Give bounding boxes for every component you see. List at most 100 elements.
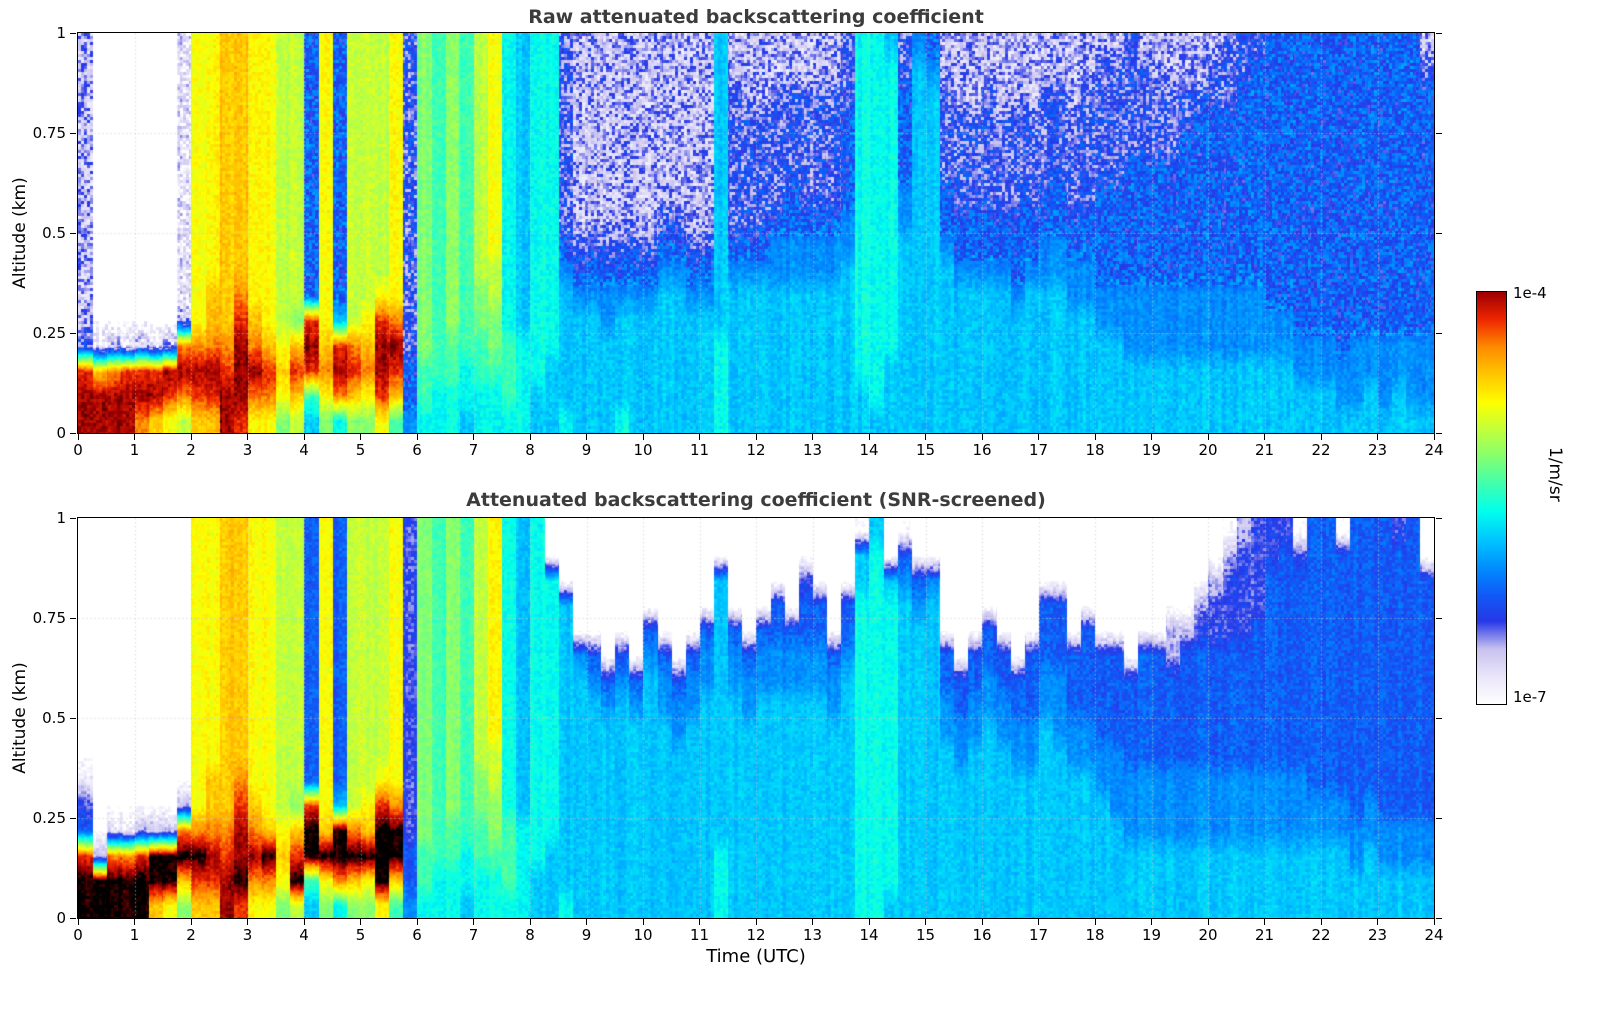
x-tick-label: 11: [689, 441, 710, 459]
x-tick-mark: [699, 919, 700, 925]
x-tick-mark: [812, 919, 813, 925]
x-tick-label: 12: [746, 441, 766, 459]
x-tick-label: 15: [915, 441, 936, 459]
x-tick-mark: [1320, 434, 1322, 440]
y-tick-mark-right: [1436, 617, 1442, 619]
x-tick-mark: [77, 434, 79, 440]
y-tick-label: 0.75: [32, 124, 66, 142]
y-tick-mark-right: [1436, 132, 1442, 134]
x-tick-label: 17: [1028, 926, 1049, 944]
x-tick-mark: [1320, 919, 1322, 925]
x-tick-label: 14: [859, 926, 879, 944]
x-tick-label: 16: [972, 926, 992, 944]
x-tick-label: 1: [129, 926, 140, 944]
x-tick-mark: [360, 434, 361, 440]
y-tick-mark: [70, 332, 76, 334]
y-tick-label: 0.25: [32, 809, 66, 827]
raw-heatmap-canvas: [78, 33, 1434, 433]
x-tick-mark: [1038, 919, 1039, 925]
x-tick-label: 2: [186, 441, 196, 459]
y-tick-mark: [70, 32, 76, 34]
x-tick-label: 7: [468, 926, 479, 944]
x-tick-label: 4: [299, 441, 309, 459]
y-tick-label: 1: [56, 509, 66, 527]
x-tick-mark: [360, 919, 361, 925]
y-tick-mark-right: [1436, 517, 1442, 519]
x-tick-mark: [303, 434, 305, 440]
x-tick-label: 23: [1367, 926, 1388, 944]
x-tick-label: 8: [525, 926, 535, 944]
x-tick-mark: [1151, 434, 1152, 440]
x-tick-label: 10: [633, 441, 653, 459]
x-tick-mark: [416, 434, 418, 440]
x-tick-mark: [1151, 919, 1152, 925]
x-tick-mark: [642, 919, 644, 925]
x-tick-label: 12: [746, 926, 766, 944]
x-tick-label: 0: [73, 441, 83, 459]
x-tick-mark: [1433, 434, 1435, 440]
x-tick-label: 21: [1254, 441, 1275, 459]
x-tick-label: 20: [1198, 441, 1218, 459]
x-tick-mark: [416, 919, 418, 925]
x-tick-mark: [755, 434, 757, 440]
x-tick-mark: [77, 919, 79, 925]
x-tick-label: 24: [1424, 441, 1444, 459]
x-tick-label: 11: [689, 926, 710, 944]
x-tick-mark: [1207, 434, 1209, 440]
x-tick-label: 9: [581, 926, 592, 944]
x-tick-label: 6: [412, 926, 422, 944]
x-tick-label: 22: [1311, 441, 1331, 459]
x-tick-mark: [473, 919, 474, 925]
y-tick-mark-right: [1436, 917, 1442, 919]
y-tick-label: 0.5: [42, 224, 66, 242]
colorbar-unit-label: 1/m/sr: [1545, 447, 1565, 502]
x-tick-label: 5: [355, 441, 366, 459]
x-tick-label: 13: [802, 441, 823, 459]
y-tick-label: 0: [56, 909, 66, 927]
colorbar-gradient-canvas: [1477, 292, 1506, 704]
y-tick-label: 0.25: [32, 324, 66, 342]
x-tick-label: 14: [859, 441, 879, 459]
x-tick-label: 0: [73, 926, 83, 944]
y-tick-label: 0: [56, 424, 66, 442]
x-tick-label: 10: [633, 926, 653, 944]
screened-panel-title: Attenuated backscattering coefficient (S…: [466, 489, 1046, 511]
y-tick-mark: [70, 517, 76, 519]
raw-panel-plot-area: [77, 32, 1435, 434]
x-tick-mark: [473, 434, 474, 440]
y-tick-mark: [70, 617, 76, 619]
x-tick-mark: [134, 919, 135, 925]
x-axis-label: Time (UTC): [706, 946, 806, 967]
x-tick-label: 5: [355, 926, 366, 944]
x-tick-label: 18: [1085, 441, 1105, 459]
x-tick-label: 4: [299, 926, 309, 944]
screened-heatmap-canvas: [78, 518, 1434, 918]
y-tick-mark-right: [1436, 332, 1442, 334]
x-tick-label: 15: [915, 926, 936, 944]
x-tick-label: 16: [972, 441, 992, 459]
y-tick-mark: [70, 132, 76, 134]
x-tick-label: 22: [1311, 926, 1331, 944]
y-tick-mark-right: [1436, 232, 1442, 234]
raw-panel-title: Raw attenuated backscattering coefficien…: [528, 6, 984, 28]
y-tick-label: 1: [56, 24, 66, 42]
x-tick-mark: [529, 434, 531, 440]
x-tick-label: 20: [1198, 926, 1218, 944]
x-tick-label: 7: [468, 441, 479, 459]
x-tick-mark: [586, 434, 587, 440]
x-tick-mark: [755, 919, 757, 925]
screened-panel-plot-area: [77, 517, 1435, 919]
x-tick-mark: [1377, 434, 1378, 440]
x-tick-mark: [981, 919, 983, 925]
x-tick-label: 3: [242, 926, 253, 944]
x-tick-mark: [868, 919, 870, 925]
x-tick-mark: [642, 434, 644, 440]
x-tick-label: 17: [1028, 441, 1049, 459]
x-tick-label: 19: [1141, 441, 1162, 459]
y-tick-label: 0.75: [32, 609, 66, 627]
x-tick-label: 8: [525, 441, 535, 459]
x-tick-mark: [812, 434, 813, 440]
y-tick-mark-right: [1436, 817, 1442, 819]
x-tick-mark: [1264, 919, 1265, 925]
x-tick-mark: [1094, 919, 1096, 925]
